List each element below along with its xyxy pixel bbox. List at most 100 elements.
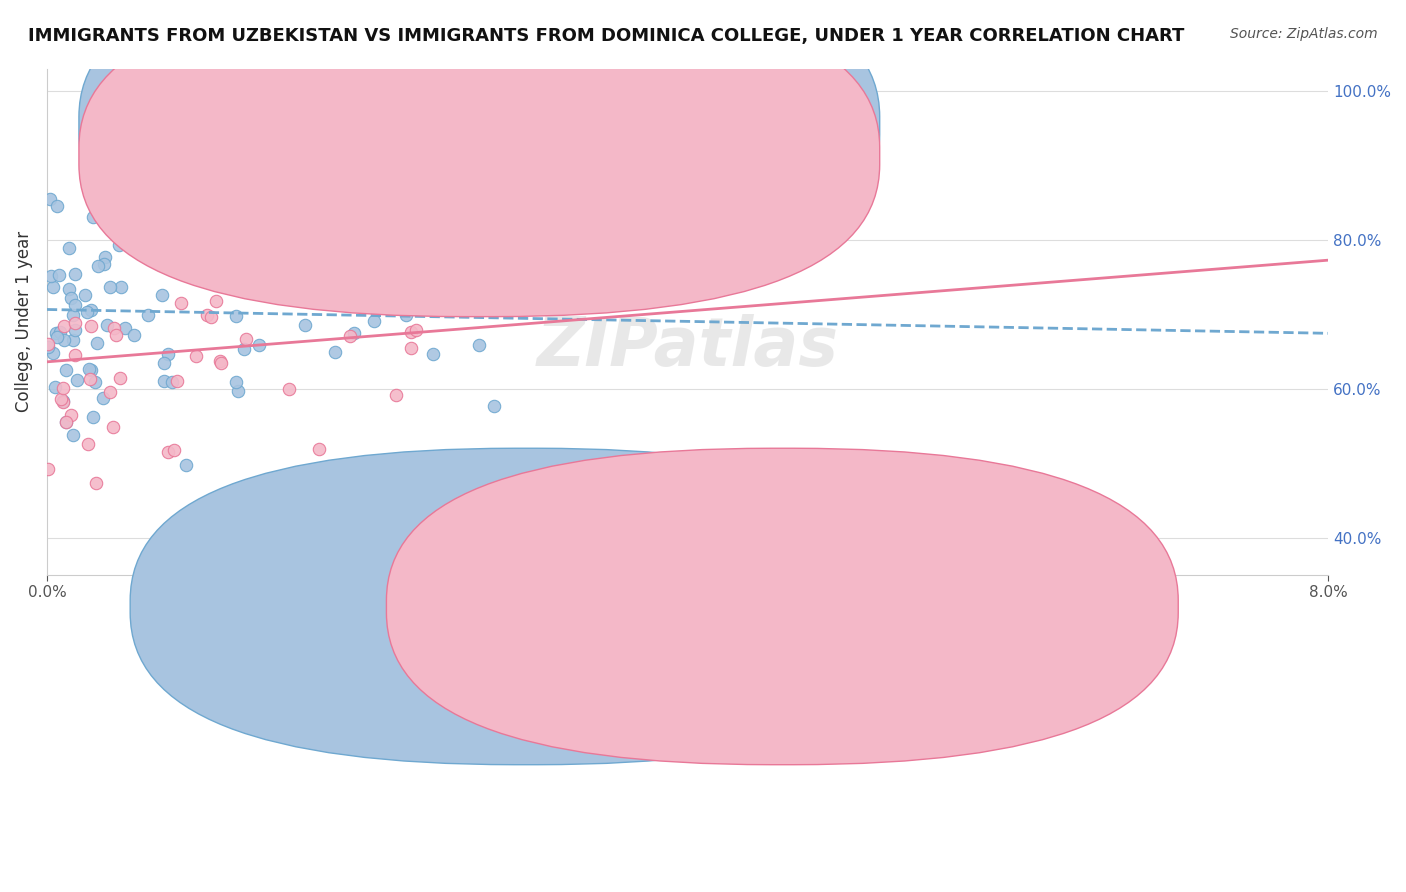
Point: [291, 272, 314, 286]
Point: [53, 319, 76, 334]
Point: [193, 181, 215, 195]
Point: [80, 318, 103, 333]
Point: [110, 280, 132, 294]
Point: [94, 250, 117, 264]
Point: [402, 183, 425, 197]
Text: R = -0.050  N = 83: R = -0.050 N = 83: [515, 112, 679, 128]
Point: [308, 442, 330, 456]
Point: [160, 376, 183, 390]
Point: [52, 333, 75, 347]
Point: [80, 303, 103, 318]
Text: R =  0.256  N = 46: R = 0.256 N = 46: [515, 143, 679, 158]
Point: [76, 437, 98, 451]
Point: [110, 371, 132, 385]
Point: [131, 228, 153, 243]
Point: [200, 310, 222, 324]
Point: [163, 442, 186, 457]
Point: [401, 325, 423, 339]
Point: [87, 259, 110, 273]
Point: [186, 349, 208, 363]
Point: [207, 261, 229, 276]
Point: [59, 408, 82, 422]
Point: [62, 309, 84, 323]
Point: [224, 254, 246, 268]
Point: [204, 255, 226, 269]
Point: [128, 219, 150, 234]
Point: [124, 327, 146, 342]
Point: [450, 213, 472, 227]
Point: [44, 380, 66, 394]
Point: [416, 267, 439, 281]
Point: [98, 385, 121, 400]
Point: [58, 282, 80, 296]
Point: [422, 347, 444, 361]
Point: [65, 298, 87, 312]
Point: [183, 506, 205, 520]
Point: [49, 325, 72, 339]
Point: [243, 275, 266, 289]
Point: [76, 305, 98, 319]
Point: [226, 384, 249, 398]
Point: [86, 336, 108, 351]
Point: [252, 242, 274, 256]
Point: [83, 375, 105, 389]
Point: [75, 288, 97, 302]
Point: [166, 374, 188, 388]
Point: [48, 268, 70, 282]
Point: [63, 316, 86, 330]
FancyBboxPatch shape: [387, 449, 1178, 764]
Point: [256, 285, 278, 299]
FancyBboxPatch shape: [79, 0, 880, 317]
Point: [84, 475, 107, 490]
Point: [96, 318, 118, 333]
Point: [104, 327, 127, 342]
Point: [66, 372, 89, 386]
Point: [247, 338, 270, 352]
Point: [325, 345, 347, 359]
Point: [82, 210, 104, 224]
Point: [484, 399, 506, 413]
Point: [63, 348, 86, 362]
Point: [153, 374, 176, 388]
Point: [62, 334, 84, 348]
Point: [62, 428, 84, 442]
Point: [170, 296, 193, 310]
FancyBboxPatch shape: [131, 449, 922, 764]
Point: [153, 235, 176, 249]
Point: [129, 202, 152, 216]
Point: [103, 320, 125, 334]
Point: [59, 291, 82, 305]
Point: [485, 293, 508, 308]
Point: [45, 198, 67, 212]
Point: [114, 321, 136, 335]
Point: [49, 392, 72, 406]
Y-axis label: College, Under 1 year: College, Under 1 year: [15, 231, 32, 412]
Point: [399, 341, 422, 355]
Point: [157, 347, 180, 361]
Point: [80, 363, 103, 377]
Point: [58, 242, 80, 256]
Point: [205, 294, 228, 309]
Point: [136, 249, 159, 263]
FancyBboxPatch shape: [79, 0, 880, 286]
Point: [225, 309, 247, 323]
Point: [405, 323, 427, 337]
Point: [42, 279, 65, 293]
Point: [37, 340, 59, 354]
Point: [363, 314, 385, 328]
Point: [243, 207, 266, 221]
Point: [194, 249, 217, 263]
Point: [55, 415, 77, 429]
Point: [55, 363, 77, 377]
Point: [339, 329, 361, 343]
Point: [208, 353, 231, 368]
Point: [42, 346, 65, 360]
Point: [174, 458, 197, 473]
Point: [93, 257, 115, 271]
Point: [294, 318, 316, 332]
Text: Source: ZipAtlas.com: Source: ZipAtlas.com: [1230, 27, 1378, 41]
Point: [136, 308, 159, 322]
Point: [202, 244, 225, 258]
Point: [52, 381, 75, 395]
Point: [98, 280, 121, 294]
